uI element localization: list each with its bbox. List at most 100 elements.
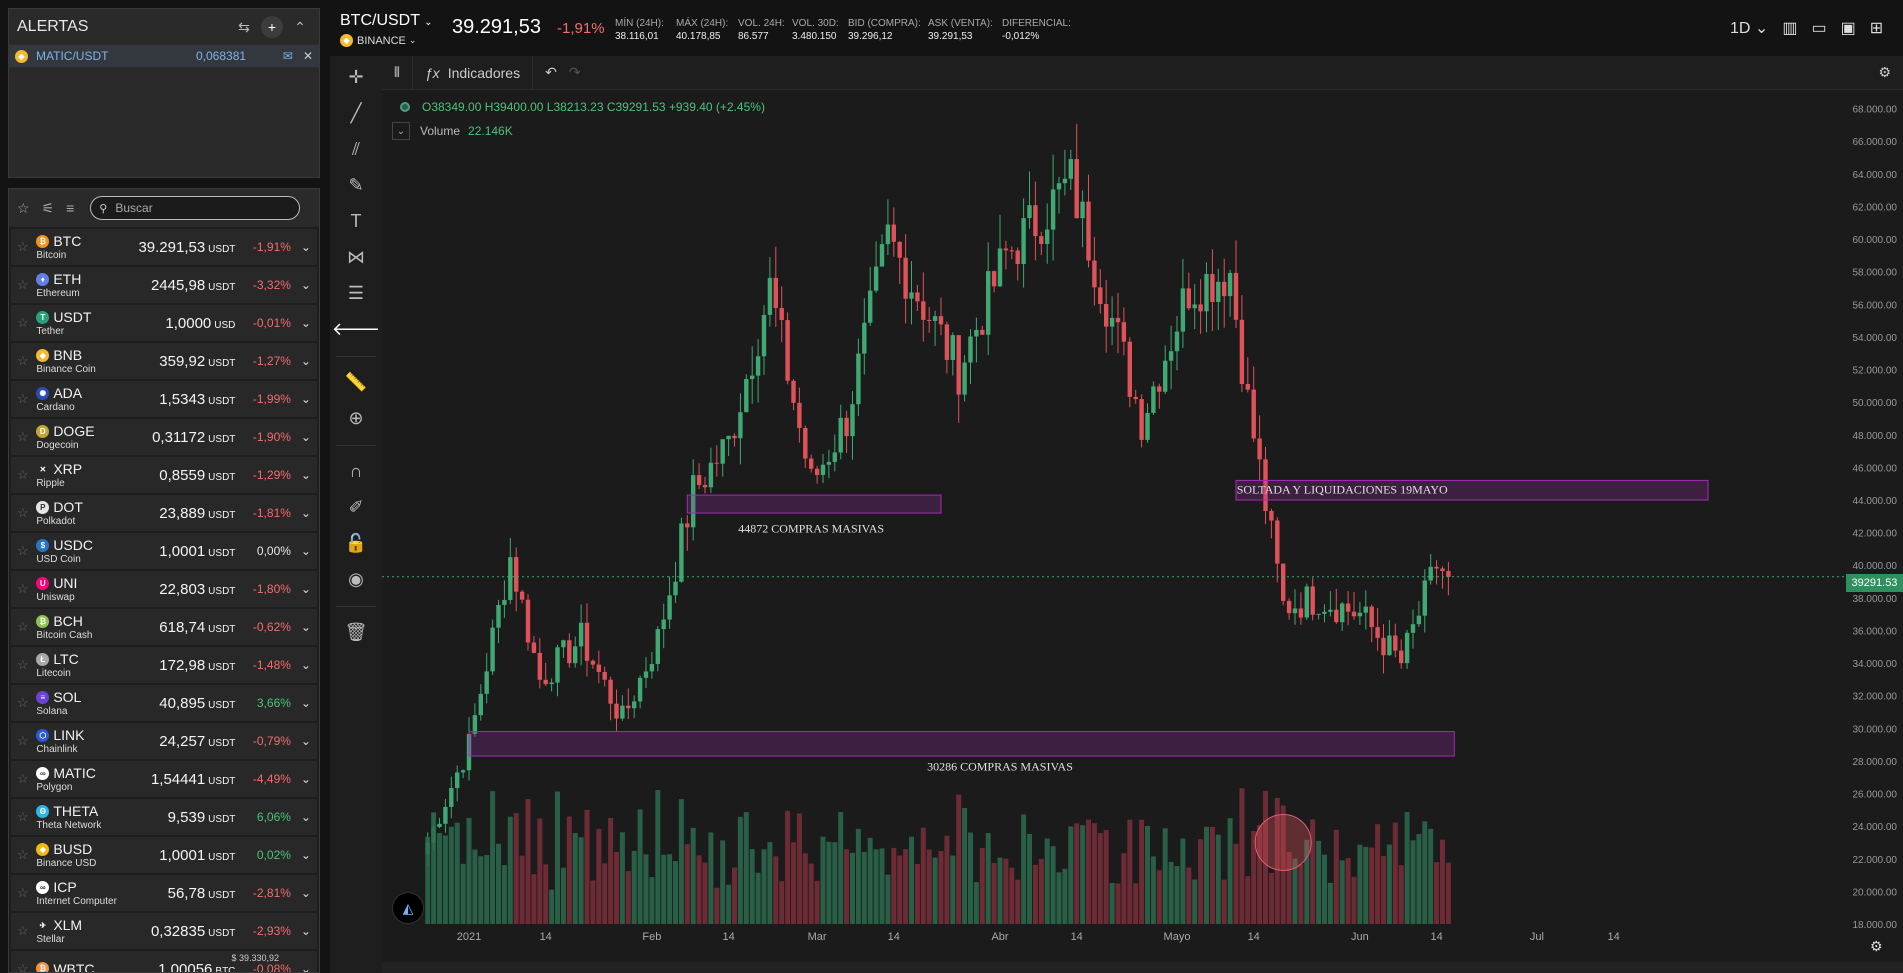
fib-icon[interactable]: ☰ <box>347 282 365 303</box>
chart-type-icon[interactable]: ▥ <box>1782 20 1798 37</box>
chevron-down-icon[interactable]: ⌄ <box>300 582 311 596</box>
candles-icon[interactable]: ⫴ <box>394 64 400 80</box>
sliders-icon[interactable]: ⚟ <box>41 199 55 216</box>
pattern-icon[interactable]: ⋈ <box>347 246 365 267</box>
favorite-star-icon[interactable]: ☆ <box>17 543 29 558</box>
market-row[interactable]: ☆ ◆ BNB Binance Coin 359,92 USDT -1,27% ⌄ <box>11 343 317 379</box>
market-row[interactable]: ☆ D DOGE Dogecoin 0,31172 USDT -1,90% ⌄ <box>11 419 317 455</box>
market-row[interactable]: ☆ ♦ ETH Ethereum 2445,98 USDT -3,32% ⌄ <box>11 267 317 303</box>
magnet-icon[interactable]: ∩ <box>349 460 363 481</box>
chevron-down-icon[interactable]: ⌄ <box>300 240 311 254</box>
zone-box[interactable] <box>468 731 1455 757</box>
favorite-star-icon[interactable]: ☆ <box>17 391 29 406</box>
filter-icon[interactable]: ⇆ <box>238 18 250 35</box>
market-row[interactable]: ☆ Θ THETA Theta Network 9,539 USDT 6,06% ⌄ <box>11 799 317 835</box>
chevron-down-icon[interactable]: ⌄ <box>300 772 311 786</box>
market-row[interactable]: ☆ U UNI Uniswap 22,803 USDT -1,80% ⌄ <box>11 571 317 607</box>
market-row[interactable]: ☆ ✺ ADA Cardano 1,5343 USDT -1,99% ⌄ <box>11 381 317 417</box>
collapse-icon[interactable]: ⌃ <box>294 18 306 35</box>
favorite-star-icon[interactable]: ☆ <box>17 353 29 368</box>
market-row[interactable]: ☆ ◆ BUSD Binance USD 1,0001 USDT 0,02% ⌄ <box>11 837 317 873</box>
arrow-left-icon[interactable]: 🡐 <box>331 318 381 339</box>
favorite-star-icon[interactable]: ☆ <box>17 467 29 482</box>
market-row[interactable]: ☆ Ł LTC Litecoin 172,98 USDT -1,48% ⌄ <box>11 647 317 683</box>
favorite-star-icon[interactable]: ☆ <box>17 961 29 973</box>
chevron-down-icon[interactable]: ⌄ <box>300 468 311 482</box>
favorite-star-icon[interactable]: ☆ <box>17 315 29 330</box>
favorite-star-icon[interactable]: ☆ <box>17 695 29 710</box>
save-icon[interactable]: ▣ <box>1840 20 1856 37</box>
favorite-star-icon[interactable]: ☆ <box>17 885 29 900</box>
lock-drawing-icon[interactable]: ✐ <box>348 496 364 517</box>
price-axis[interactable] <box>1847 90 1903 970</box>
series-visibility-icon[interactable] <box>400 102 410 112</box>
favorite-star-icon[interactable]: ☆ <box>17 505 29 520</box>
chevron-down-icon[interactable]: ⌄ <box>300 810 311 824</box>
close-icon[interactable]: ✕ <box>302 49 313 63</box>
star-icon[interactable]: ☆ <box>17 199 30 216</box>
chevron-down-icon[interactable]: ⌄ <box>300 430 311 444</box>
search-input[interactable] <box>115 201 286 215</box>
sort-icon[interactable]: ≡ <box>66 200 75 216</box>
brush-icon[interactable]: ✎ <box>348 174 364 195</box>
search-box[interactable]: ⚲ <box>90 196 301 220</box>
mail-icon[interactable]: ✉ <box>282 49 293 63</box>
chevron-down-icon[interactable]: ⌄ <box>300 392 311 406</box>
ruler-icon[interactable]: 📏 <box>344 371 368 392</box>
chart-canvas[interactable]: 18.000.00 20.000.00 22.000.00 24.000.00 26.0… <box>382 90 1903 970</box>
price-chart[interactable]: 18.000.00 20.000.00 22.000.00 24.000.00 26.0… <box>382 90 1903 970</box>
lock-icon[interactable]: 🔓 <box>344 532 368 553</box>
chevron-down-icon[interactable]: ⌄ <box>300 696 311 710</box>
market-row[interactable]: ☆ ₿ BCH Bitcoin Cash 618,74 USDT -0,62% ⌄ <box>11 609 317 645</box>
chevron-down-icon[interactable]: ⌄ <box>300 316 311 330</box>
exchange-selector[interactable]: ◆ BINANCE ⌄ <box>340 34 416 47</box>
alert-item[interactable]: ◆ MATIC/USDT 0,068381 ✉ ✕ <box>9 45 319 67</box>
trend-line-icon[interactable]: ╱ <box>350 102 362 123</box>
chevron-down-icon[interactable]: ⌄ <box>300 544 311 558</box>
market-row[interactable]: ☆ ≡ SOL Solana 40,895 USDT 3,66% ⌄ <box>11 685 317 721</box>
chevron-down-icon[interactable]: ⌄ <box>300 886 311 900</box>
market-row[interactable]: ☆ ₿ WBTC 1,00056 BTC -0,08% ⌄ $ 39.330,92 <box>11 951 317 973</box>
undo-icon[interactable]: ↶ <box>545 64 557 80</box>
favorite-star-icon[interactable]: ☆ <box>17 581 29 596</box>
zone-box[interactable] <box>1235 479 1709 501</box>
market-row[interactable]: ☆ ₿ BTC Bitcoin 39.291,53 USDT -1,91% ⌄ <box>11 229 317 265</box>
market-row[interactable]: ☆ P DOT Polkadot 23,889 USDT -1,81% ⌄ <box>11 495 317 531</box>
folder-icon[interactable]: ▭ <box>1811 20 1827 37</box>
pitchfork-icon[interactable]: ⫽ <box>351 138 361 159</box>
text-icon[interactable]: T <box>350 210 362 231</box>
indicators-button[interactable]: ƒx Indicadores <box>413 65 532 81</box>
market-row[interactable]: ☆ T USDT Tether 1,0000 USD -0,01% ⌄ <box>11 305 317 341</box>
chevron-down-icon[interactable]: ⌄ <box>300 506 311 520</box>
settings-gear-icon[interactable]: ⚙ <box>1878 64 1891 80</box>
add-chart-icon[interactable]: ⊞ <box>1869 20 1884 37</box>
chevron-down-icon[interactable]: ⌄ <box>300 658 311 672</box>
symbol-selector[interactable]: BTC/USDT ⌄ <box>340 12 433 30</box>
chevron-down-icon[interactable]: ⌄ <box>300 924 311 938</box>
market-row[interactable]: ☆ ∞ ICP Internet Computer 56,78 USDT -2,81… <box>11 875 317 911</box>
market-row[interactable]: ☆ $ USDC USD Coin 1,0001 USDT 0,00% ⌄ <box>11 533 317 569</box>
market-row[interactable]: ☆ ⬡ LINK Chainlink 24,257 USDT -0,79% ⌄ <box>11 723 317 759</box>
trash-icon[interactable]: 🗑 <box>344 621 368 642</box>
zoom-in-icon[interactable]: ⊕ <box>348 407 364 428</box>
favorite-star-icon[interactable]: ☆ <box>17 809 29 824</box>
interval-selector[interactable]: 1D ⌄ <box>1730 20 1769 37</box>
chevron-down-icon[interactable]: ⌄ <box>300 278 311 292</box>
crosshair-icon[interactable]: ✛ <box>348 66 364 87</box>
favorite-star-icon[interactable]: ☆ <box>17 619 29 634</box>
favorite-star-icon[interactable]: ☆ <box>17 429 29 444</box>
chevron-down-icon[interactable]: ⌄ <box>300 620 311 634</box>
favorite-star-icon[interactable]: ☆ <box>17 733 29 748</box>
favorite-star-icon[interactable]: ☆ <box>17 847 29 862</box>
add-alert-button[interactable]: + <box>261 16 283 38</box>
axis-settings-icon[interactable]: ⚙ <box>1870 938 1883 954</box>
favorite-star-icon[interactable]: ☆ <box>17 771 29 786</box>
market-row[interactable]: ☆ ✈ XLM Stellar 0,32835 USDT -2,93% ⌄ <box>11 913 317 949</box>
favorite-star-icon[interactable]: ☆ <box>17 239 29 254</box>
chevron-down-icon[interactable]: ⌄ <box>300 848 311 862</box>
collapse-chevron-icon[interactable]: ⌄ <box>392 122 410 140</box>
zone-box[interactable] <box>686 494 942 514</box>
chevron-down-icon[interactable]: ⌄ <box>300 962 311 973</box>
eye-icon[interactable]: ◉ <box>348 568 364 589</box>
chevron-down-icon[interactable]: ⌄ <box>300 734 311 748</box>
